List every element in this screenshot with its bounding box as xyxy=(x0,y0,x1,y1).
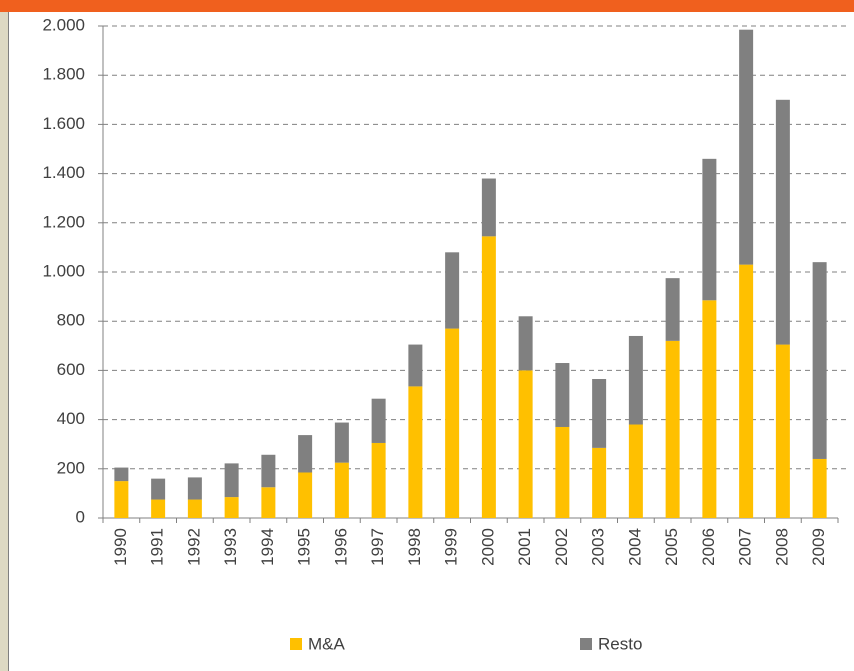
y-tick-label: 800 xyxy=(57,311,85,330)
bar-segment xyxy=(408,344,423,387)
bar-segment xyxy=(445,328,460,518)
x-tick-label: 1990 xyxy=(111,528,130,566)
y-tick-label: 600 xyxy=(57,360,85,379)
legend-swatch xyxy=(580,638,592,650)
bar-segment xyxy=(445,252,460,329)
top-strip xyxy=(0,0,854,12)
bar-segment xyxy=(334,422,349,463)
bar-segment xyxy=(187,499,202,518)
bar-segment xyxy=(151,499,166,518)
bar-segment xyxy=(518,316,533,371)
y-tick-label: 1.200 xyxy=(42,212,85,231)
bar-segment xyxy=(555,363,570,427)
x-tick-label: 1996 xyxy=(331,528,350,566)
y-tick-label: 2.000 xyxy=(42,15,85,34)
y-tick-label: 1.600 xyxy=(42,114,85,133)
bar-segment xyxy=(592,447,607,518)
x-tick-label: 1992 xyxy=(184,528,203,566)
bar-segment xyxy=(739,264,754,518)
x-tick-label: 2004 xyxy=(625,528,644,566)
bar-segment xyxy=(334,462,349,518)
x-tick-label: 1998 xyxy=(405,528,424,566)
bar-segment xyxy=(298,472,313,518)
bar-segment xyxy=(555,426,570,518)
bar-segment xyxy=(665,278,680,341)
bar-segment xyxy=(261,487,276,518)
x-tick-label: 1993 xyxy=(221,528,240,566)
left-strip xyxy=(0,12,8,671)
legend-label: M&A xyxy=(308,634,346,653)
legend-label: Resto xyxy=(598,634,642,653)
bar-segment xyxy=(812,458,827,518)
bar-segment xyxy=(702,300,717,518)
bar-segment xyxy=(592,379,607,448)
bar-segment xyxy=(114,481,129,518)
y-tick-label: 200 xyxy=(57,458,85,477)
x-tick-label: 1997 xyxy=(368,528,387,566)
x-tick-label: 2002 xyxy=(552,528,571,566)
x-tick-label: 2005 xyxy=(662,528,681,566)
bar-segment xyxy=(371,442,386,518)
bar-segment xyxy=(775,99,790,345)
bar-segment xyxy=(298,435,313,473)
bar-segment xyxy=(481,178,496,237)
y-tick-label: 1.800 xyxy=(42,65,85,84)
bar-segment xyxy=(224,497,239,518)
x-tick-label: 1995 xyxy=(295,528,314,566)
y-tick-label: 1.400 xyxy=(42,163,85,182)
y-tick-label: 0 xyxy=(76,507,85,526)
x-tick-label: 1994 xyxy=(258,528,277,566)
x-tick-label: 1991 xyxy=(148,528,167,566)
bar-segment xyxy=(224,463,239,498)
x-tick-label: 2003 xyxy=(589,528,608,566)
bar-segment xyxy=(739,29,754,265)
x-tick-label: 2007 xyxy=(736,528,755,566)
x-tick-label: 2009 xyxy=(809,528,828,566)
bar-segment xyxy=(481,236,496,518)
y-tick-label: 400 xyxy=(57,409,85,428)
bar-segment xyxy=(775,344,790,518)
legend-swatch xyxy=(290,638,302,650)
x-tick-label: 2000 xyxy=(478,528,497,566)
bar-segment xyxy=(665,340,680,518)
x-tick-label: 1999 xyxy=(442,528,461,566)
x-tick-label: 2006 xyxy=(699,528,718,566)
bar-segment xyxy=(628,424,643,518)
bar-segment xyxy=(151,478,166,500)
bar-segment xyxy=(261,454,276,488)
x-tick-label: 2008 xyxy=(772,528,791,566)
bar-segment xyxy=(518,370,533,518)
bar-segment xyxy=(408,386,423,518)
bar-segment xyxy=(702,158,717,301)
bar-segment xyxy=(114,467,129,482)
bar-segment xyxy=(628,335,643,425)
bar-segment xyxy=(187,477,202,500)
x-tick-label: 2001 xyxy=(515,528,534,566)
bar-segment xyxy=(812,262,827,459)
bar-segment xyxy=(371,398,386,443)
y-tick-label: 1.000 xyxy=(42,261,85,280)
